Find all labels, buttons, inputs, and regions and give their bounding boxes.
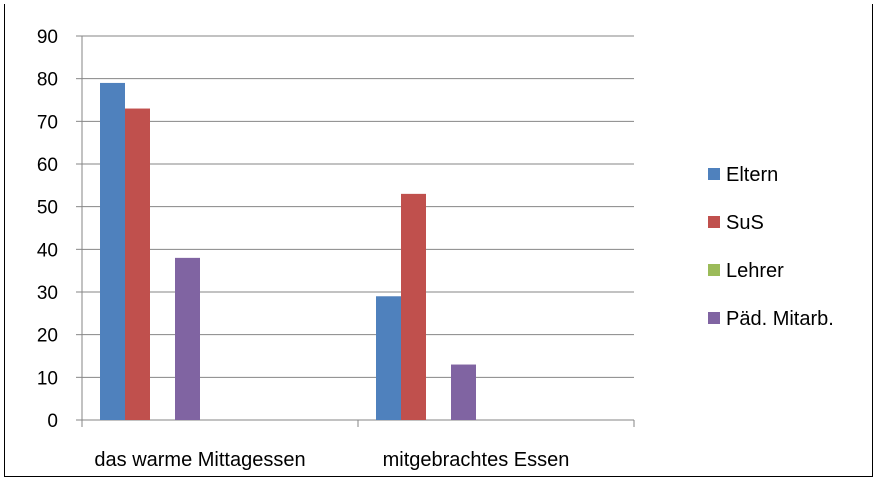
- bar: [376, 296, 401, 420]
- y-tick-label: 70: [37, 112, 58, 133]
- gridlines: [82, 36, 634, 377]
- bar: [451, 365, 476, 420]
- y-tick-labels: 0 10 20 30 40 50 60 70 80 90: [37, 27, 58, 432]
- bar: [125, 109, 150, 420]
- legend-label: Eltern: [726, 164, 778, 186]
- bars: [100, 83, 476, 420]
- y-tick-label: 30: [37, 283, 58, 304]
- x-category-label: mitgebrachtes Essen: [383, 449, 570, 471]
- y-tick-label: 90: [37, 27, 58, 48]
- x-category-label: das warme Mittagessen: [94, 449, 305, 471]
- legend-swatch: [708, 216, 720, 228]
- legend-swatch: [708, 264, 720, 276]
- y-tick-label: 50: [37, 198, 58, 219]
- axes: [76, 36, 634, 427]
- y-tick-label: 80: [37, 70, 58, 91]
- bar: [100, 83, 125, 420]
- legend-swatch: [708, 312, 720, 324]
- legend-label: Päd. Mitarb.: [726, 308, 834, 330]
- y-tick-label: 10: [37, 368, 58, 389]
- bar: [401, 194, 426, 420]
- legend-label: SuS: [726, 212, 764, 234]
- y-tick-label: 40: [37, 240, 58, 261]
- x-category-labels: das warme Mittagessen mitgebrachtes Essen: [94, 449, 569, 471]
- legend-swatch: [708, 168, 720, 180]
- y-tick-label: 60: [37, 155, 58, 176]
- bar: [175, 258, 200, 420]
- y-tick-label: 20: [37, 326, 58, 347]
- legend: Eltern SuS Lehrer Päd. Mitarb.: [708, 164, 834, 330]
- legend-label: Lehrer: [726, 260, 784, 282]
- y-tick-label: 0: [47, 411, 58, 432]
